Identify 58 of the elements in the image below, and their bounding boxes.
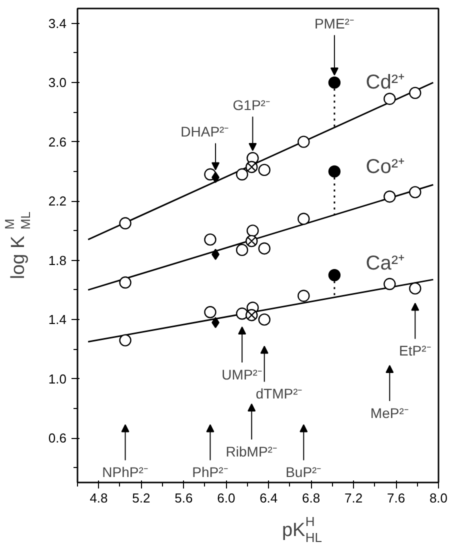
- y-tick-label: 2.6: [48, 134, 67, 150]
- point: [328, 269, 341, 282]
- annotation: EtP²⁻: [399, 342, 432, 359]
- point: [409, 186, 422, 198]
- point: [119, 334, 132, 346]
- point: [384, 190, 396, 203]
- point: [119, 217, 132, 230]
- point: [258, 164, 270, 176]
- x-tick-label: 5.6: [174, 490, 193, 506]
- annotation: UMP²⁻: [222, 366, 262, 382]
- point: [298, 136, 310, 148]
- y-tick-label: 0.6: [48, 430, 67, 446]
- y-tick-label: 1.0: [48, 371, 67, 386]
- annotation: Co²⁺: [366, 156, 406, 178]
- point: [384, 92, 396, 105]
- point: [246, 160, 258, 174]
- point: [298, 212, 310, 225]
- point: [246, 309, 258, 322]
- annotation: NPhP²⁻: [102, 464, 148, 480]
- y-axis-title: log KMML: [2, 211, 33, 280]
- x-tick-label: 6.0: [217, 490, 236, 506]
- annotation: BuP²⁻: [286, 464, 322, 480]
- point: [328, 165, 341, 178]
- point: [236, 244, 248, 256]
- x-tick-label: 6.8: [302, 490, 320, 506]
- point: [236, 308, 248, 320]
- x-tick-label: 4.8: [90, 490, 108, 506]
- point: [409, 282, 422, 295]
- y-tick-label: 3.4: [48, 16, 67, 31]
- annotation: MeP²⁻: [370, 404, 409, 421]
- point: [246, 235, 258, 248]
- y-tick-label: 2.2: [48, 194, 67, 209]
- annotation: DHAP²⁻: [180, 123, 230, 140]
- point: [236, 168, 248, 180]
- annotation: PhP²⁻: [192, 464, 228, 480]
- point: [119, 276, 132, 289]
- annotation: PME²⁻: [314, 15, 354, 32]
- point: [409, 86, 422, 100]
- annotation: RibMP²⁻: [226, 443, 278, 460]
- x-tick-label: 7.2: [344, 490, 363, 506]
- y-tick-label: 1.8: [48, 252, 67, 268]
- x-tick-label: 7.6: [386, 490, 406, 506]
- y-tick-label: 1.4: [48, 312, 67, 328]
- x-tick-label: 8.0: [429, 490, 448, 506]
- annotation: Cd²⁺: [366, 72, 406, 94]
- point: [204, 306, 216, 318]
- x-tick-label: 6.4: [260, 490, 278, 506]
- point: [204, 233, 216, 246]
- x-tick-label: 5.2: [132, 490, 150, 506]
- point: [258, 313, 270, 326]
- y-tick-label: 3.0: [48, 75, 67, 90]
- point: [384, 278, 396, 290]
- point: [298, 290, 310, 302]
- annotation: G1P²⁻: [232, 96, 270, 113]
- point: [328, 76, 341, 89]
- annotation: dTMP²⁻: [256, 386, 303, 402]
- annotation: Ca²⁺: [366, 252, 406, 274]
- point: [258, 242, 270, 255]
